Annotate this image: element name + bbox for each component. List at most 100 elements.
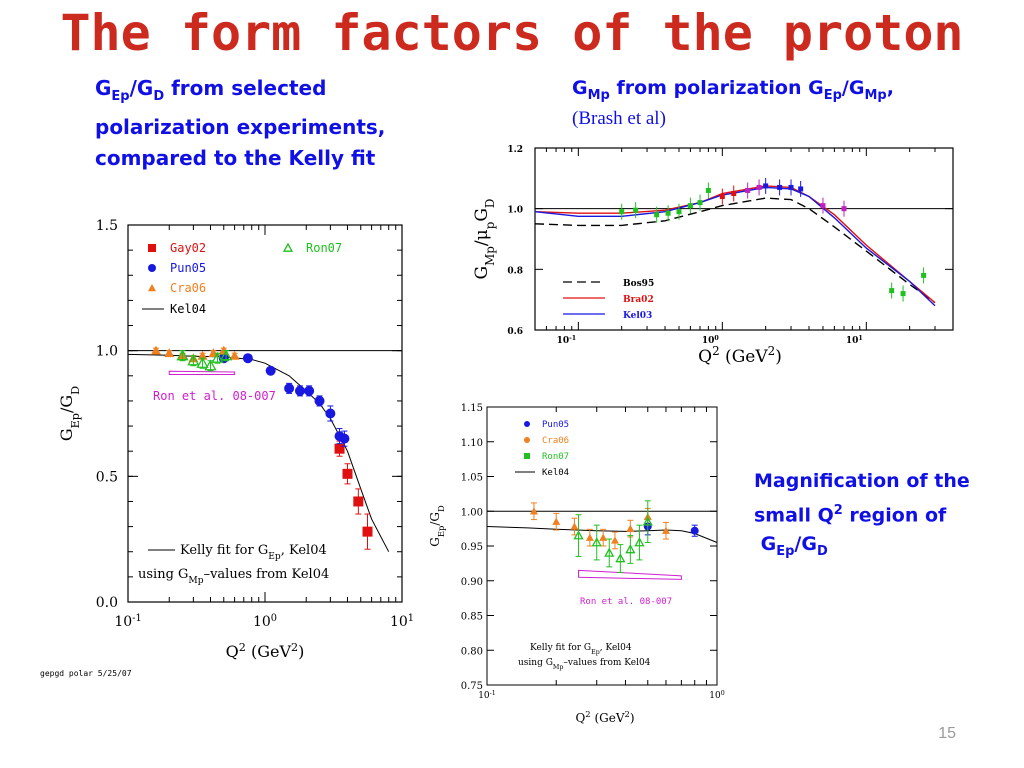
data-point-pun05 (339, 433, 350, 444)
y-tick-label: 0.90 (461, 577, 483, 588)
legend-label: Ron07 (542, 452, 569, 462)
data-point-ron07 (204, 359, 217, 371)
caption-text: region of (842, 504, 947, 527)
kelly-fit-curve (486, 526, 718, 543)
data-point-pun05 (304, 385, 315, 396)
data-point-pun05 (294, 385, 305, 396)
data-point (788, 184, 794, 190)
data-point-cra06 (610, 536, 619, 544)
caption-sub: Ep (776, 544, 795, 560)
data-point-pun05 (690, 526, 699, 535)
data-point (841, 206, 847, 212)
legend-label: Cra06 (170, 281, 206, 295)
curve-bos95 (534, 197, 936, 304)
legend-marker (148, 284, 156, 292)
data-point-cra06 (626, 524, 635, 532)
y-axis-label: GMp/μpGD (472, 199, 497, 280)
data-point (654, 212, 660, 218)
caption-line: compared to the Kelly fit (95, 146, 376, 170)
data-point (763, 183, 769, 189)
gep-gd-chart: 0.0 0.5 1.0 1.5 10-1 100 101 Q2 (GeV2) GEp/GD Gay… (30, 205, 430, 685)
gmp-chart: 0.6 0.8 1.0 1.2 10-1 100 101 Q2 (GeV2) GMp/μpGD B… (455, 140, 965, 375)
y-tick-label: 1.00 (461, 507, 483, 518)
data-point (719, 194, 725, 200)
caption-sub: Ep (823, 87, 842, 103)
plot-frame (534, 147, 954, 331)
data-point-ron07 (176, 349, 189, 361)
data-point-cra06 (599, 533, 608, 541)
data-point-ron07 (211, 351, 224, 363)
caption-text: from polarization G (609, 77, 824, 99)
data-point-cra06 (585, 533, 594, 541)
ron-systematic-band (578, 569, 682, 580)
legend-label: Bra02 (623, 295, 654, 305)
data-point-cra06 (552, 517, 561, 525)
ron-systematic-band (168, 370, 236, 376)
data-point-cra06 (150, 345, 161, 355)
slide-title: The form factors of the proton (60, 4, 964, 62)
data-point-ron07 (642, 516, 653, 526)
data-point-cra06 (529, 507, 538, 515)
caption-sub: Mp (864, 87, 887, 103)
data-point-ron07 (625, 544, 636, 554)
caption-text: G (572, 77, 588, 99)
y-tick-label: 1.0 (96, 344, 118, 360)
data-point-ron07 (573, 530, 584, 540)
data-point (731, 191, 737, 196)
legend-label: Cra06 (542, 436, 569, 446)
kelly-note-line1: Kelly fit for GEp, Kel04 (180, 543, 327, 562)
data-point (705, 187, 711, 193)
legend-label: Kel04 (170, 302, 206, 316)
y-axis-label: GEp/GD (57, 386, 82, 441)
legend-label: Pun05 (170, 261, 206, 275)
data-point (619, 209, 625, 215)
caption-text: from selected (164, 76, 327, 100)
legend-marker (524, 421, 530, 427)
x-tick-label: 100 (709, 690, 724, 702)
y-tick-label: 0.8 (507, 266, 523, 276)
right-caption-citation: (Brash et al) (572, 108, 666, 129)
data-point-pun05 (242, 353, 253, 364)
caption-text: , (886, 77, 894, 99)
data-point-ron07 (591, 537, 602, 547)
legend-label: Kel03 (623, 311, 652, 321)
y-tick-label: 1.2 (507, 145, 523, 155)
legend-label: Pun05 (542, 420, 569, 430)
legend-marker (148, 264, 156, 272)
y-tick-label: 1.15 (461, 403, 483, 414)
y-tick-label: 0.6 (507, 327, 523, 337)
data-point-cra06 (661, 526, 670, 534)
data-point (745, 187, 751, 193)
caption-sub: D (153, 89, 165, 104)
legend-label: Bos95 (623, 279, 654, 289)
legend-label: Kel04 (542, 468, 569, 478)
y-tick-label: 0.85 (461, 612, 483, 623)
gep-gd-magnified-chart: 0.75 0.80 0.85 0.90 0.95 1.00 1.05 1.10 1.15 10-1… (425, 395, 740, 740)
caption-sup: 2 (833, 503, 843, 518)
curve-kel03 (534, 186, 936, 307)
data-point (633, 207, 639, 213)
y-tick-label: 0.95 (461, 542, 483, 553)
legend-marker (282, 242, 294, 252)
y-tick-label: 1.10 (461, 438, 483, 449)
caption-text: /G (794, 533, 817, 556)
caption-text: G (95, 76, 112, 100)
x-axis-label: Q2 (GeV2) (575, 709, 634, 725)
data-point (676, 209, 682, 215)
data-point (798, 186, 804, 192)
data-point-gay02 (362, 526, 373, 537)
caption-line: polarization experiments, (95, 115, 386, 139)
right-caption: GMp from polarization GEp/GMp, (572, 73, 894, 111)
page-number: 15 (938, 725, 956, 742)
caption-text: small Q (754, 504, 834, 527)
footnote: gepgd polar 5/25/07 (40, 669, 132, 678)
data-point-pun05 (284, 383, 295, 394)
data-point-gay02 (334, 443, 345, 454)
data-point-ron07 (219, 349, 233, 361)
data-point-cra06 (164, 348, 175, 358)
y-tick-label: 0.5 (96, 469, 118, 485)
x-tick-label: 101 (846, 335, 863, 347)
y-tick-label: 1.5 (96, 218, 118, 234)
data-point (900, 291, 906, 297)
data-point (665, 210, 671, 216)
